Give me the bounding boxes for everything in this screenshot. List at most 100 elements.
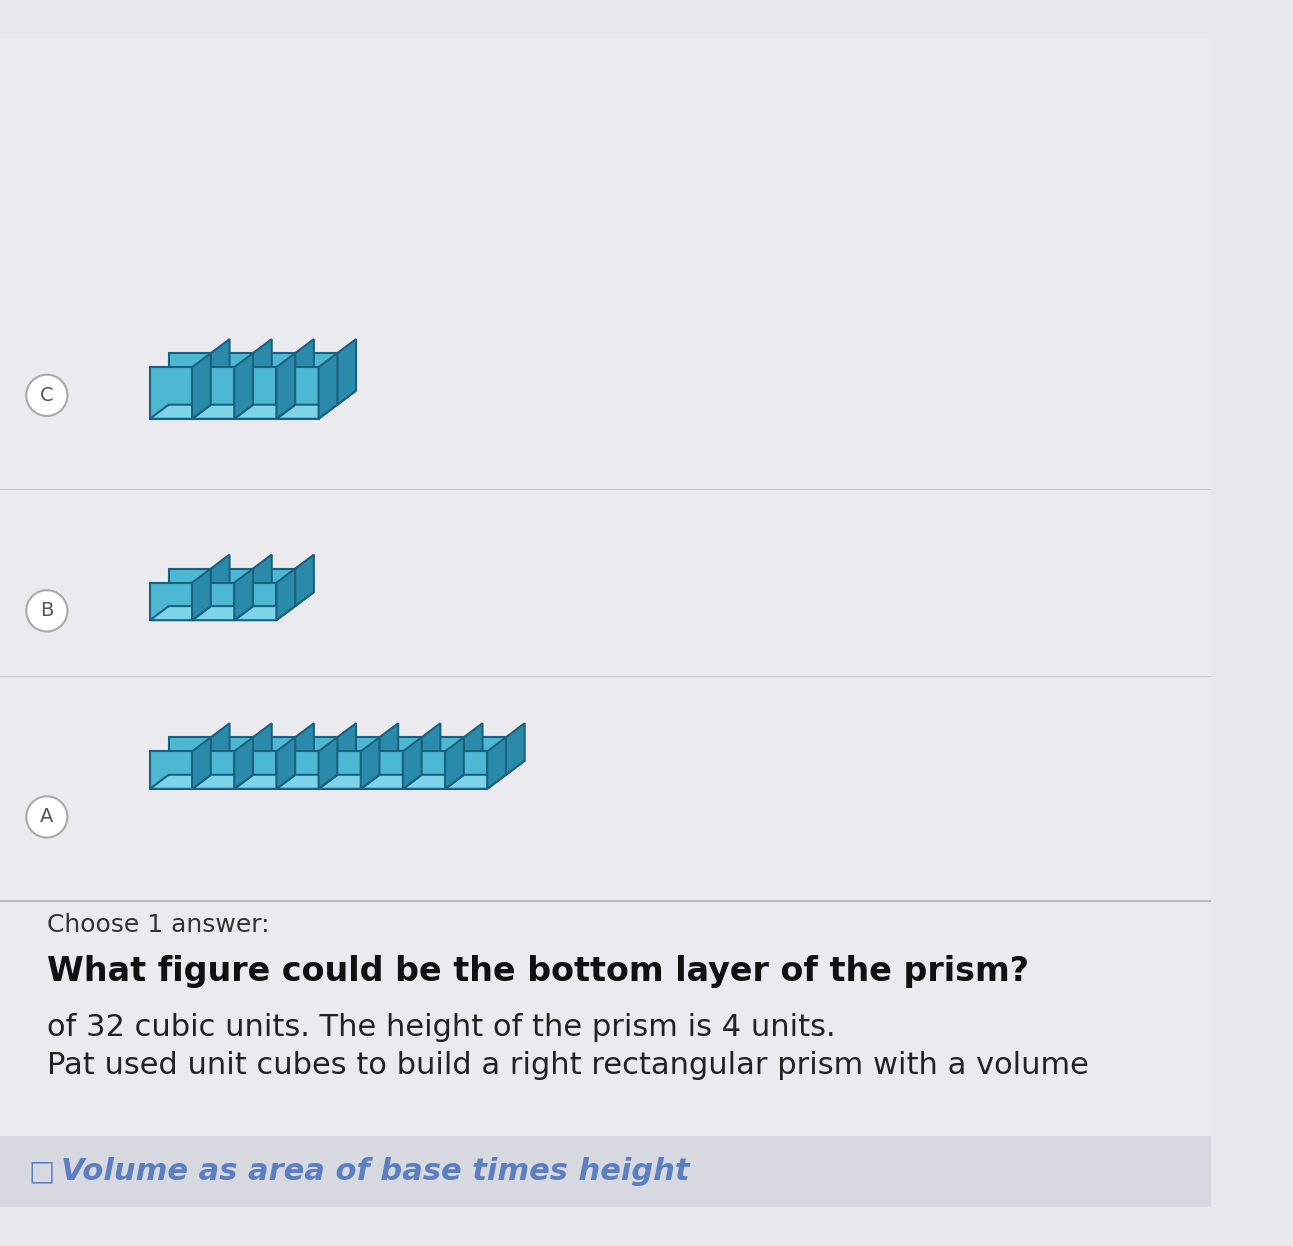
Polygon shape bbox=[277, 368, 318, 419]
Polygon shape bbox=[168, 353, 211, 405]
Polygon shape bbox=[277, 405, 337, 419]
Polygon shape bbox=[277, 751, 318, 789]
Polygon shape bbox=[464, 723, 482, 775]
Circle shape bbox=[26, 591, 67, 632]
Polygon shape bbox=[253, 723, 272, 775]
Polygon shape bbox=[318, 775, 379, 789]
Polygon shape bbox=[211, 339, 230, 405]
Polygon shape bbox=[403, 738, 422, 789]
Polygon shape bbox=[168, 568, 211, 606]
Polygon shape bbox=[361, 775, 422, 789]
Polygon shape bbox=[318, 353, 337, 419]
Polygon shape bbox=[234, 775, 295, 789]
Circle shape bbox=[26, 375, 67, 416]
Text: Choose 1 answer:: Choose 1 answer: bbox=[47, 913, 269, 937]
Polygon shape bbox=[361, 751, 403, 789]
Polygon shape bbox=[445, 751, 487, 789]
Polygon shape bbox=[234, 568, 253, 621]
Polygon shape bbox=[211, 761, 272, 775]
Polygon shape bbox=[168, 592, 230, 606]
Polygon shape bbox=[211, 554, 230, 606]
Polygon shape bbox=[379, 761, 441, 775]
Polygon shape bbox=[234, 405, 295, 419]
Polygon shape bbox=[318, 738, 337, 789]
Polygon shape bbox=[422, 761, 482, 775]
Polygon shape bbox=[464, 761, 525, 775]
Polygon shape bbox=[379, 723, 398, 775]
Polygon shape bbox=[422, 723, 441, 775]
Polygon shape bbox=[211, 353, 253, 405]
Text: Volume as area of base times height: Volume as area of base times height bbox=[61, 1156, 689, 1186]
Text: □: □ bbox=[28, 1158, 54, 1185]
Text: Pat used unit cubes to build a right rectangular prism with a volume: Pat used unit cubes to build a right rec… bbox=[47, 1050, 1089, 1080]
Text: C: C bbox=[40, 386, 54, 405]
Polygon shape bbox=[211, 723, 230, 775]
FancyBboxPatch shape bbox=[0, 1135, 1212, 1206]
Polygon shape bbox=[234, 583, 277, 621]
Polygon shape bbox=[464, 738, 506, 775]
Polygon shape bbox=[295, 391, 356, 405]
Polygon shape bbox=[487, 738, 506, 789]
Text: What figure could be the bottom layer of the prism?: What figure could be the bottom layer of… bbox=[47, 954, 1029, 988]
Polygon shape bbox=[150, 751, 193, 789]
Polygon shape bbox=[277, 353, 295, 419]
Polygon shape bbox=[193, 568, 211, 621]
Polygon shape bbox=[295, 353, 337, 405]
Polygon shape bbox=[277, 738, 295, 789]
Polygon shape bbox=[193, 775, 253, 789]
Polygon shape bbox=[168, 391, 230, 405]
Polygon shape bbox=[318, 751, 361, 789]
Polygon shape bbox=[506, 723, 525, 775]
Polygon shape bbox=[277, 775, 337, 789]
Polygon shape bbox=[295, 723, 314, 775]
Polygon shape bbox=[150, 583, 193, 621]
Polygon shape bbox=[150, 606, 211, 621]
Polygon shape bbox=[277, 568, 295, 621]
Polygon shape bbox=[422, 738, 464, 775]
Polygon shape bbox=[253, 554, 272, 606]
Polygon shape bbox=[253, 592, 314, 606]
Polygon shape bbox=[234, 606, 295, 621]
Polygon shape bbox=[403, 751, 445, 789]
Polygon shape bbox=[253, 738, 295, 775]
Polygon shape bbox=[234, 368, 277, 419]
Polygon shape bbox=[253, 353, 295, 405]
Polygon shape bbox=[211, 738, 253, 775]
Polygon shape bbox=[193, 353, 211, 419]
Polygon shape bbox=[379, 738, 422, 775]
Polygon shape bbox=[234, 353, 253, 419]
FancyBboxPatch shape bbox=[0, 40, 1212, 1135]
Polygon shape bbox=[150, 775, 211, 789]
Polygon shape bbox=[193, 405, 253, 419]
Polygon shape bbox=[211, 568, 253, 606]
Polygon shape bbox=[337, 723, 356, 775]
Polygon shape bbox=[253, 761, 314, 775]
Polygon shape bbox=[168, 761, 230, 775]
Polygon shape bbox=[403, 775, 464, 789]
Text: A: A bbox=[40, 807, 53, 826]
Polygon shape bbox=[295, 738, 337, 775]
Polygon shape bbox=[337, 738, 379, 775]
Polygon shape bbox=[234, 738, 253, 789]
Text: B: B bbox=[40, 602, 53, 621]
Circle shape bbox=[26, 796, 67, 837]
Polygon shape bbox=[193, 583, 234, 621]
Polygon shape bbox=[193, 738, 211, 789]
Polygon shape bbox=[253, 568, 295, 606]
Polygon shape bbox=[253, 339, 272, 405]
Polygon shape bbox=[295, 554, 314, 606]
Polygon shape bbox=[211, 391, 272, 405]
Text: of 32 cubic units. The height of the prism is 4 units.: of 32 cubic units. The height of the pri… bbox=[47, 1013, 835, 1042]
Polygon shape bbox=[295, 339, 314, 405]
Polygon shape bbox=[193, 368, 234, 419]
Polygon shape bbox=[295, 761, 356, 775]
Polygon shape bbox=[211, 592, 272, 606]
Polygon shape bbox=[193, 751, 234, 789]
Polygon shape bbox=[150, 368, 193, 419]
Polygon shape bbox=[337, 339, 356, 405]
Polygon shape bbox=[337, 761, 398, 775]
Polygon shape bbox=[234, 751, 277, 789]
Polygon shape bbox=[445, 775, 506, 789]
Polygon shape bbox=[168, 738, 211, 775]
Polygon shape bbox=[361, 738, 379, 789]
